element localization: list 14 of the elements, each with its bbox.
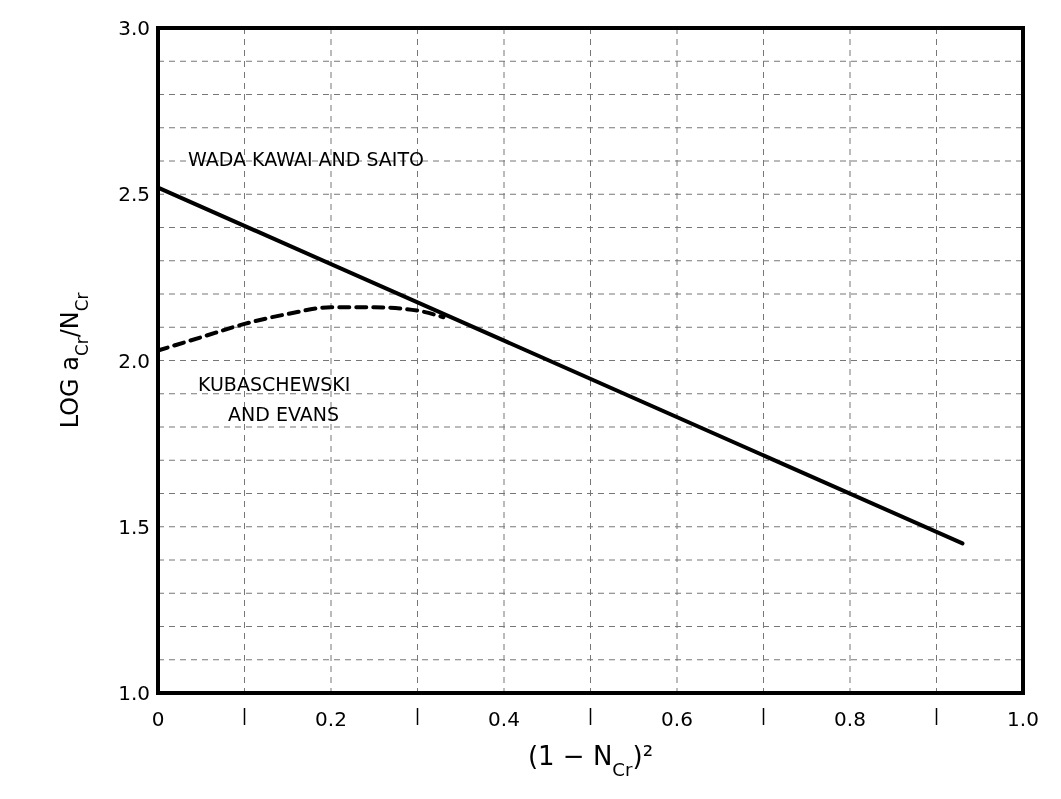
y-tick-label: 3.0 xyxy=(118,16,150,40)
x-tick-label: 0.6 xyxy=(661,707,693,731)
y-tick-label: 2.0 xyxy=(118,348,150,373)
x-tick-label: 0.8 xyxy=(834,707,866,731)
x-tick-label: 1.0 xyxy=(1007,707,1039,731)
x-tick-label: 0 xyxy=(151,707,165,731)
series-label: KUBASCHEWSKI AND EVANS xyxy=(198,372,351,425)
y-tick-label: 2.5 xyxy=(118,182,150,207)
series-label: WADA KAWAI AND SAITO xyxy=(188,147,425,170)
x-tick-label: 0.4 xyxy=(488,707,520,731)
y-tick-label: 1.5 xyxy=(118,514,150,539)
y-tick-label: 1.0 xyxy=(118,681,150,705)
x-axis-title: (1 − N$_{Cr}$)² xyxy=(527,741,654,780)
x-tick-label: 0.2 xyxy=(315,707,347,731)
